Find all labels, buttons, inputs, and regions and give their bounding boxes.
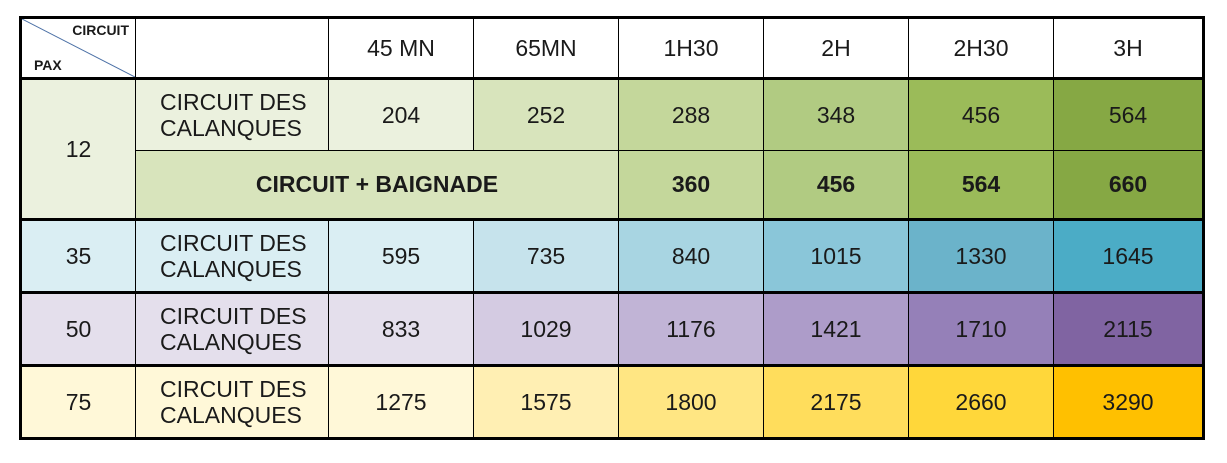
header-duration: 2H30 — [908, 17, 1054, 79]
price-cell: 360 — [618, 150, 764, 220]
price-cell: 348 — [763, 77, 909, 151]
circuit-label: CIRCUIT DES CALANQUES — [135, 77, 329, 151]
pax-cell: 35 — [20, 218, 136, 293]
pax-cell: 12 — [20, 77, 136, 220]
header-duration: 45 MN — [328, 17, 474, 79]
price-cell: 2115 — [1053, 291, 1204, 366]
corner-pax-label: PAX — [34, 56, 62, 73]
price-cell: 2660 — [908, 364, 1054, 439]
price-cell: 1330 — [908, 218, 1054, 293]
table-row: 50 CIRCUIT DES CALANQUES 833 1029 1176 1… — [20, 291, 1204, 366]
price-cell: 1645 — [1053, 218, 1204, 293]
price-cell: 1015 — [763, 218, 909, 293]
table-row: 35 CIRCUIT DES CALANQUES 595 735 840 101… — [20, 218, 1204, 293]
header-duration: 1H30 — [618, 17, 764, 79]
header-duration: 2H — [763, 17, 909, 79]
price-cell: 204 — [328, 77, 474, 151]
header-empty-cell — [135, 17, 329, 79]
price-cell: 735 — [473, 218, 619, 293]
price-cell: 1710 — [908, 291, 1054, 366]
corner-cell: CIRCUIT PAX — [20, 17, 136, 79]
price-cell: 564 — [908, 150, 1054, 220]
pax-cell: 75 — [20, 364, 136, 439]
price-cell: 3290 — [1053, 364, 1204, 439]
circuit-label: CIRCUIT DES CALANQUES — [135, 218, 329, 293]
header-duration: 3H — [1053, 17, 1204, 79]
table-row: 75 CIRCUIT DES CALANQUES 1275 1575 1800 … — [20, 364, 1204, 439]
price-cell: 595 — [328, 218, 474, 293]
price-cell: 1421 — [763, 291, 909, 366]
table-row: CIRCUIT + BAIGNADE 360 456 564 660 — [21, 150, 1204, 220]
header-row: CIRCUIT PAX 45 MN 65MN 1H30 2H 2H30 3H — [20, 17, 1204, 79]
header-duration: 65MN — [473, 17, 619, 79]
price-cell: 833 — [328, 291, 474, 366]
circuit-label: CIRCUIT DES CALANQUES — [135, 291, 329, 366]
price-cell: 564 — [1053, 77, 1204, 151]
price-table: CIRCUIT PAX 45 MN 65MN 1H30 2H 2H30 3H 1… — [19, 16, 1205, 440]
price-cell: 1029 — [473, 291, 619, 366]
price-cell: 288 — [618, 77, 764, 151]
corner-circuit-label: CIRCUIT — [72, 22, 129, 38]
circuit-label: CIRCUIT DES CALANQUES — [135, 364, 329, 439]
price-cell: 840 — [618, 218, 764, 293]
price-cell: 252 — [473, 77, 619, 151]
price-cell: 456 — [908, 77, 1054, 151]
price-cell: 1800 — [618, 364, 764, 439]
circuit-baignade-label: CIRCUIT + BAIGNADE — [135, 150, 619, 220]
price-cell: 1176 — [618, 291, 764, 366]
price-cell: 660 — [1053, 150, 1204, 220]
table-row: 12 CIRCUIT DES CALANQUES 204 252 288 348… — [20, 77, 1204, 220]
diagonal-divider — [22, 19, 135, 77]
price-cell: 1575 — [473, 364, 619, 439]
pax-cell: 50 — [20, 291, 136, 366]
price-cell: 2175 — [763, 364, 909, 439]
price-cell: 456 — [763, 150, 909, 220]
price-cell: 1275 — [328, 364, 474, 439]
